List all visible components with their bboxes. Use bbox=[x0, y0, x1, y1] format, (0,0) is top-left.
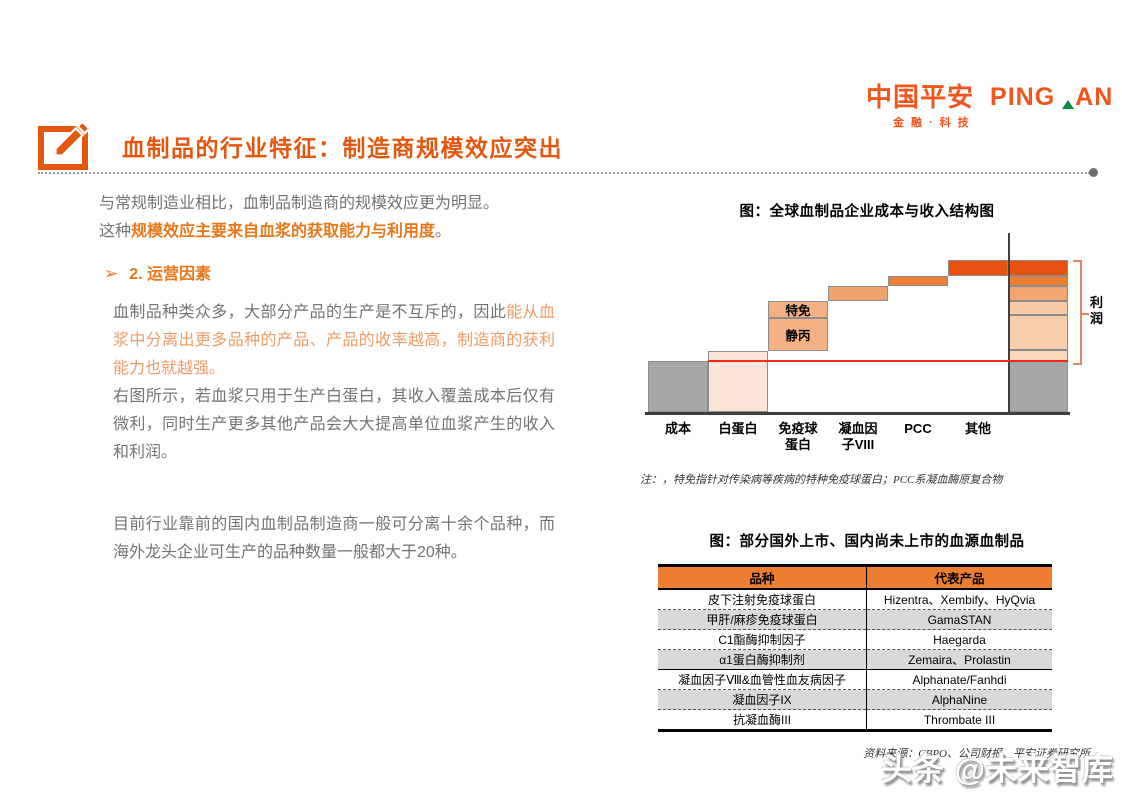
highlighted-text: 规模效应主要来自血浆的获取能力与利用度 bbox=[131, 223, 436, 240]
chart-bar-segment bbox=[948, 260, 1008, 276]
paragraph-right-figure: 右图所示，若血浆只用于生产白蛋白，其收入覆盖成本后仅有微利，同时生产更多其他产品… bbox=[113, 388, 555, 461]
table-head: 品种 代表产品 bbox=[658, 565, 1052, 590]
pingan-logo: 中国平安 PING AN 金融·科技 bbox=[866, 84, 1113, 130]
section-bullet-label: 2. 运营因素 bbox=[129, 266, 212, 283]
table-row: 凝血因子Ⅷ&血管性血友病因子 Alphanate/Fanhdi bbox=[658, 669, 1052, 690]
logo-text-an: AN bbox=[1075, 83, 1114, 111]
chart-axis-label: 免疫球 蛋白 bbox=[778, 421, 818, 452]
paragraph-operations: 血制品种类众多，大部分产品的生产是不互斥的，因此能从血浆中分离出更多品种的产品、… bbox=[113, 304, 555, 377]
profit-bracket bbox=[1073, 260, 1089, 365]
table-row: 凝血因子IX AlphaNine bbox=[658, 689, 1052, 710]
chart-total-divider-line bbox=[1008, 233, 1010, 415]
chart-bar-segment: 静丙 bbox=[768, 318, 828, 351]
chart-bar-segment bbox=[648, 361, 708, 412]
chart-baseline bbox=[645, 412, 1070, 415]
logo-tagline: 金融·科技 bbox=[893, 117, 976, 129]
table-cell: AlphaNine bbox=[866, 689, 1052, 710]
pencil-icon-square bbox=[38, 126, 88, 170]
table-cell: C1酯酶抑制因子 bbox=[658, 629, 867, 650]
table-cell: Thrombate III bbox=[866, 709, 1052, 731]
table-row: C1酯酶抑制因子 Haegarda bbox=[658, 629, 1052, 650]
logo-text-ping: PING bbox=[990, 83, 1056, 111]
table-row: 皮下注射免疫球蛋白 Hizentra、Xembify、HyQvia bbox=[658, 589, 1052, 610]
chart-bar-segment bbox=[828, 286, 888, 301]
profit-bracket-tick bbox=[1080, 312, 1089, 315]
chart-bar-segment bbox=[1008, 260, 1068, 276]
pencil-icon bbox=[38, 119, 100, 173]
text-column: 与常规制造业相比，血制品制造商的规模效应更为明显。 这种规模效应主要来自血浆的获… bbox=[99, 190, 555, 567]
chart-axis-label: 其他 bbox=[964, 421, 991, 436]
chart-bar-segment: 特免 bbox=[768, 301, 828, 318]
table-title: 图：部分国外上市、国内尚未上市的血源血制品 bbox=[709, 534, 1025, 550]
table-body: 皮下注射免疫球蛋白 Hizentra、Xembify、HyQvia 甲肝/麻疹免疫球… bbox=[658, 589, 1052, 731]
table-header-row: 品种 代表产品 bbox=[658, 565, 1052, 590]
chart-bar-segment bbox=[1008, 276, 1068, 286]
chart-axis-label: 凝血因 子VIII bbox=[838, 421, 878, 452]
table-cell: Zemaira、Prolastin bbox=[866, 649, 1052, 670]
profit-label: 利 润 bbox=[1090, 294, 1104, 326]
table-cell: Hizentra、Xembify、HyQvia bbox=[883, 593, 1036, 607]
table-header-cell: 代表产品 bbox=[866, 565, 1052, 590]
watermark: 头条 @未来智库 bbox=[881, 752, 1114, 787]
chart-title: 图：全球血制品企业成本与收入结构图 bbox=[739, 204, 995, 220]
chart-bar-segment bbox=[1008, 315, 1068, 350]
table-cell: 甲肝/麻疹免疫球蛋白 bbox=[658, 609, 867, 630]
pencil-icon-glyph bbox=[54, 121, 90, 157]
table-cell: 凝血因子Ⅷ&血管性血友病因子 bbox=[658, 669, 867, 690]
divider-end-dot-icon bbox=[1089, 168, 1098, 177]
chart-note: 注：，特免指针对传染病等疾病的特种免疫球蛋白；PCC系凝血酶原复合物 bbox=[640, 474, 1003, 486]
products-table: 品种 代表产品 皮下注射免疫球蛋白 Hizentra、Xembify、HyQvia 甲… bbox=[658, 564, 1052, 732]
logo-row: 中国平安 PING AN bbox=[866, 84, 1113, 110]
paragraph-industry: 目前行业靠前的国内血制品制造商一般可分离十余个品种，而海外龙头企业可生产的品种数… bbox=[113, 516, 555, 561]
chart-axis-label: PCC bbox=[904, 421, 932, 436]
chart-bar-segment bbox=[1008, 286, 1068, 301]
page-title: 血制品的行业特征：制造商规模效应突出 bbox=[122, 135, 563, 161]
table-cell: 凝血因子IX bbox=[658, 689, 867, 710]
section-bullet: ➢ 2. 运营因素 bbox=[104, 263, 555, 286]
chart-axis-label: 白蛋白 bbox=[718, 421, 758, 436]
highlighted-text-light: 能从血浆中分离出更多品种的产品、产品的收率越高，制造商的获利能力也就越强。 bbox=[113, 304, 555, 377]
paragraph-overview: 与常规制造业相比，血制品制造商的规模效应更为明显。 bbox=[99, 195, 500, 212]
table-row: 甲肝/麻疹免疫球蛋白 GamaSTAN bbox=[658, 609, 1052, 630]
arrow-bullet-icon: ➢ bbox=[104, 264, 119, 283]
dotted-divider bbox=[38, 156, 1098, 177]
paragraph-scale-effect: 这种规模效应主要来自血浆的获取能力与利用度。 bbox=[99, 223, 452, 240]
table-cell: GamaSTAN bbox=[866, 609, 1052, 630]
logo-green-triangle-icon bbox=[1062, 100, 1075, 109]
table-cell: 皮下注射免疫球蛋白 bbox=[658, 589, 867, 610]
table-cell: Haegarda bbox=[866, 629, 1052, 650]
chart-bar-segment bbox=[1008, 301, 1068, 315]
figures-column: 图：全球血制品企业成本与收入结构图 成本 白蛋白 静丙 特免免疫球 蛋白 凝血因 子VI… bbox=[630, 200, 1104, 761]
waterfall-chart: 成本 白蛋白 静丙 特免免疫球 蛋白 凝血因 子VIII PCC 其他 利 润 bbox=[645, 233, 1103, 465]
chart-axis-label: 成本 bbox=[664, 421, 691, 436]
source-line: 资料来源：CBPO、公司财报、平安证券研究所 bbox=[863, 748, 1090, 760]
logo-text-cn: 中国平安 bbox=[866, 82, 975, 112]
table-cell: α1蛋白酶抑制剂 bbox=[658, 649, 867, 670]
table-cell: 抗凝血酶III bbox=[658, 709, 867, 731]
logo-text-en: PING AN bbox=[990, 85, 1113, 110]
table-cell: Alphanate/Fanhdi bbox=[866, 669, 1052, 690]
chart-bar-segment bbox=[1008, 361, 1068, 412]
table-header-cell: 品种 bbox=[658, 565, 867, 590]
title-row: 血制品的行业特征：制造商规模效应突出 bbox=[38, 118, 563, 174]
chart-bar-segment bbox=[888, 276, 948, 286]
table-row: 抗凝血酶III Thrombate III bbox=[658, 709, 1052, 731]
table-row: α1蛋白酶抑制剂 Zemaira、Prolastin bbox=[658, 649, 1052, 670]
cost-reference-line bbox=[708, 360, 1068, 362]
